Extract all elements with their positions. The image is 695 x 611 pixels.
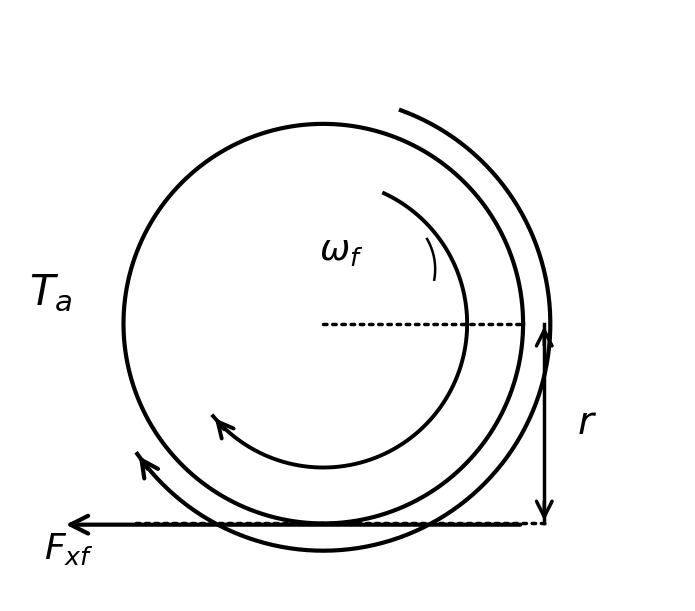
Text: $\omega_f$: $\omega_f$ xyxy=(319,234,363,268)
Text: $r$: $r$ xyxy=(577,405,596,442)
Text: $T_a$: $T_a$ xyxy=(29,273,72,315)
Text: $F_{xf}$: $F_{xf}$ xyxy=(44,531,94,567)
